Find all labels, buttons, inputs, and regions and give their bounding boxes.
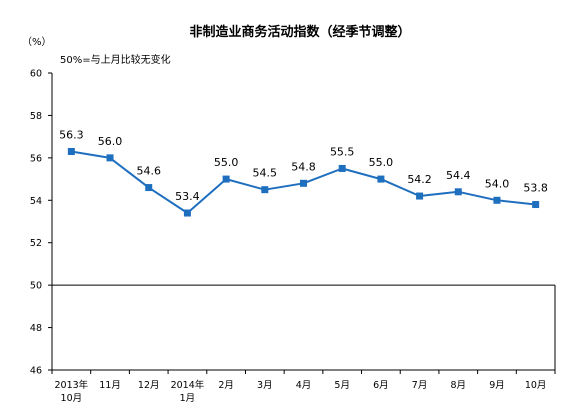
data-label: 55.0 (369, 156, 394, 169)
data-label: 54.5 (253, 167, 278, 180)
data-point-marker (300, 179, 307, 187)
data-point-marker (145, 184, 153, 192)
data-point-marker (106, 154, 114, 162)
data-label: 54.6 (136, 165, 161, 178)
x-tick-label: 3月 (257, 380, 273, 391)
x-tick-label: 5月 (334, 380, 350, 391)
y-tick-label: 58 (30, 111, 42, 122)
y-unit-label: （%） (22, 36, 52, 48)
data-label: 55.0 (214, 156, 239, 169)
data-point-marker (183, 209, 191, 217)
y-tick-label: 48 (30, 323, 42, 334)
data-point-marker (261, 186, 269, 194)
y-axis-ticks: 60 58 56 54 52 50 48 46 (30, 69, 52, 377)
x-tick-label: 2013年 (55, 379, 89, 391)
data-label: 53.4 (175, 190, 200, 203)
data-point-marker (67, 147, 75, 155)
chart-title: 非制造业商务活动指数（经季节调整） (189, 24, 410, 40)
data-label: 56.0 (98, 135, 123, 148)
x-tick-label: 6月 (373, 380, 389, 391)
x-tick-label: 9月 (489, 380, 505, 391)
data-label: 53.8 (523, 182, 548, 195)
data-point-marker (532, 201, 540, 209)
data-point-marker (416, 192, 424, 200)
y-tick-label: 56 (30, 153, 42, 164)
data-point-marker (222, 175, 230, 183)
data-point-marker (454, 188, 462, 196)
data-point-marker (377, 175, 385, 183)
data-labels: 56.3 56.0 54.6 53.4 55.0 54.5 54.8 55.5 55.0 54.2… (59, 128, 548, 203)
x-tick-label: 2014年 (171, 379, 205, 391)
data-label: 56.3 (59, 128, 84, 141)
data-label: 54.2 (407, 173, 432, 186)
y-tick-label: 54 (30, 196, 42, 207)
x-tick-label: 4月 (296, 380, 312, 391)
y-tick-label: 52 (30, 238, 42, 249)
x-tick-label: 11月 (99, 380, 121, 391)
data-points (67, 147, 540, 217)
x-tick-label: 2月 (218, 380, 234, 391)
x-tick-label: 12月 (138, 380, 160, 391)
data-point-marker (493, 196, 501, 204)
axes (51, 73, 556, 371)
x-tick-label: 7月 (412, 380, 428, 391)
data-label: 54.0 (485, 177, 510, 190)
y-tick-label: 50 (30, 281, 42, 292)
x-tick-label: 1月 (180, 393, 196, 404)
x-tick-label: 10月 (61, 393, 83, 404)
data-point-marker (338, 164, 346, 172)
x-axis-ticks: 2013年 10月 11月 12月 2014年 1月 2月 3月 4月 5月 6月 7月 8月 9月 10月 (51, 370, 556, 404)
x-tick-label: 8月 (450, 380, 466, 391)
data-label: 54.8 (291, 160, 316, 173)
x-tick-label: 10月 (525, 380, 547, 391)
chart-note: 50%=与上月比较无变化 (60, 53, 171, 66)
y-tick-label: 60 (30, 69, 42, 80)
data-label: 55.5 (330, 145, 355, 158)
data-label: 54.4 (446, 169, 471, 182)
y-tick-label: 46 (30, 366, 42, 377)
